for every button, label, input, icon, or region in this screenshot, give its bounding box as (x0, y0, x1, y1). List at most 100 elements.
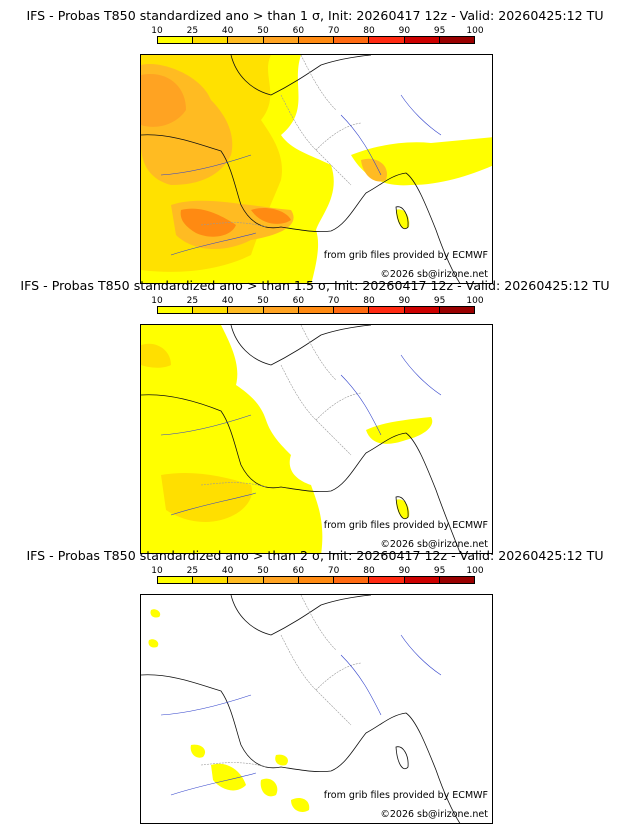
prob-area-10-a (150, 609, 161, 618)
colorbar-tick-label: 60 (292, 566, 305, 576)
colorbar-tick-label: 50 (257, 296, 269, 306)
colorbar-tick-label: 50 (257, 26, 269, 36)
colorbar-tick-label: 70 (327, 296, 340, 306)
colorbar-tick-label: 70 (327, 566, 340, 576)
colorbar (157, 576, 475, 584)
colorbar-segment (439, 577, 474, 583)
colorbar-segment (298, 577, 335, 583)
credit-copyright: ©2026 sb@irizone.net (380, 539, 488, 550)
credit-grib: from grib files provided by ECMWF (323, 250, 488, 261)
prob-area-10-e (260, 778, 278, 797)
colorbar-tick-label: 90 (398, 26, 411, 36)
colorbar-tick-label: 95 (433, 26, 446, 36)
probability-map[interactable]: from grib files provided by ECMWF ©2026 … (140, 594, 493, 824)
credit-copyright: ©2026 sb@irizone.net (380, 269, 488, 280)
prob-area-25-b (141, 343, 171, 368)
credit-grib: from grib files provided by ECMWF (323, 790, 488, 801)
credit-copyright: ©2026 sb@irizone.net (380, 809, 488, 820)
colorbar-tick-label: 95 (433, 296, 446, 306)
colorbar-tick-label: 10 (151, 26, 163, 36)
map-svg (141, 595, 461, 823)
colorbar-tick-label: 25 (186, 26, 199, 36)
panel-sigma-1: IFS - Probas T850 standardized ano > tha… (0, 8, 630, 284)
colorbar-segment (334, 37, 370, 43)
rivers (160, 354, 442, 516)
prob-area-10-g (291, 798, 310, 812)
colorbar-tick-label: 25 (186, 296, 199, 306)
colorbar-tick-label: 90 (398, 566, 411, 576)
map-svg (141, 325, 461, 553)
colorbar-tick-label: 40 (221, 566, 234, 576)
coastline (141, 394, 461, 553)
coastline-north (230, 325, 372, 366)
colorbar-tick-label: 80 (363, 566, 375, 576)
colorbar-tick-label: 100 (466, 26, 484, 36)
panel-sigma-1-5: IFS - Probas T850 standardized ano > tha… (0, 278, 630, 554)
colorbar-tick-label: 70 (327, 26, 340, 36)
panel-title: IFS - Probas T850 standardized ano > tha… (26, 548, 604, 563)
prob-area-10-c (190, 744, 206, 758)
prob-area-40-c (361, 158, 387, 182)
prob-area-10-b (148, 639, 159, 648)
coastline-north (230, 55, 372, 96)
colorbar-segment (404, 307, 440, 313)
colorbar-segment (298, 307, 335, 313)
colorbar-segment (193, 307, 229, 313)
coastline-corsica (395, 206, 409, 230)
panel-sigma-2: IFS - Probas T850 standardized ano > tha… (0, 548, 630, 824)
colorbar-tick-label: 90 (398, 296, 411, 306)
colorbar-segment (228, 37, 264, 43)
probability-map[interactable]: from grib files provided by ECMWF ©2026 … (140, 54, 493, 284)
colorbar-tick-label: 40 (221, 26, 234, 36)
colorbar-segment (193, 577, 229, 583)
colorbar-tick-label: 10 (151, 296, 163, 306)
colorbar-segment (439, 307, 474, 313)
prob-area-25 (161, 473, 252, 522)
colorbar-segment (263, 307, 299, 313)
prob-area-60-b (251, 208, 291, 224)
colorbar-segment (298, 37, 335, 43)
colorbar-tick-label: 10 (151, 566, 163, 576)
rivers (160, 634, 442, 796)
panel-title: IFS - Probas T850 standardized ano > tha… (26, 8, 604, 23)
coastline-corsica (395, 746, 409, 770)
coastline (141, 134, 461, 283)
colorbar-segment (369, 307, 405, 313)
colorbar-segment (158, 37, 194, 43)
coastline-corsica (395, 496, 409, 520)
panel-title: IFS - Probas T850 standardized ano > tha… (20, 278, 610, 293)
prob-area-50 (141, 74, 186, 127)
colorbar-tick-label: 50 (257, 566, 269, 576)
colorbar-segment (263, 577, 299, 583)
credit-grib: from grib files provided by ECMWF (323, 520, 488, 531)
colorbar-tick-label: 40 (221, 296, 234, 306)
colorbar-tick-label: 95 (433, 566, 446, 576)
colorbar (157, 36, 475, 44)
colorbar-tick-label: 60 (292, 26, 305, 36)
colorbar-tick-label: 100 (466, 296, 484, 306)
coastline-north (230, 595, 372, 636)
borders (200, 595, 362, 768)
colorbar-segment (369, 37, 405, 43)
prob-area-60 (180, 208, 236, 237)
colorbar (157, 306, 475, 314)
colorbar-segment (193, 37, 229, 43)
probability-map[interactable]: from grib files provided by ECMWF ©2026 … (140, 324, 493, 554)
rivers (160, 94, 442, 256)
colorbar-segment (439, 37, 474, 43)
colorbar-segment (158, 307, 194, 313)
colorbar-tick-label: 80 (363, 296, 375, 306)
colorbar-segment (404, 577, 440, 583)
colorbar-segment (334, 577, 370, 583)
colorbar-segment (228, 577, 264, 583)
colorbar-segment (404, 37, 440, 43)
prob-area-10-f (275, 754, 288, 766)
colorbar-segment (158, 577, 194, 583)
colorbar-segment (228, 307, 264, 313)
colorbar-tick-label: 80 (363, 26, 375, 36)
colorbar-segment (263, 37, 299, 43)
colorbar-segment (334, 307, 370, 313)
colorbar-segment (369, 577, 405, 583)
prob-area-10-east (366, 417, 433, 444)
prob-area-10-d (211, 763, 246, 791)
